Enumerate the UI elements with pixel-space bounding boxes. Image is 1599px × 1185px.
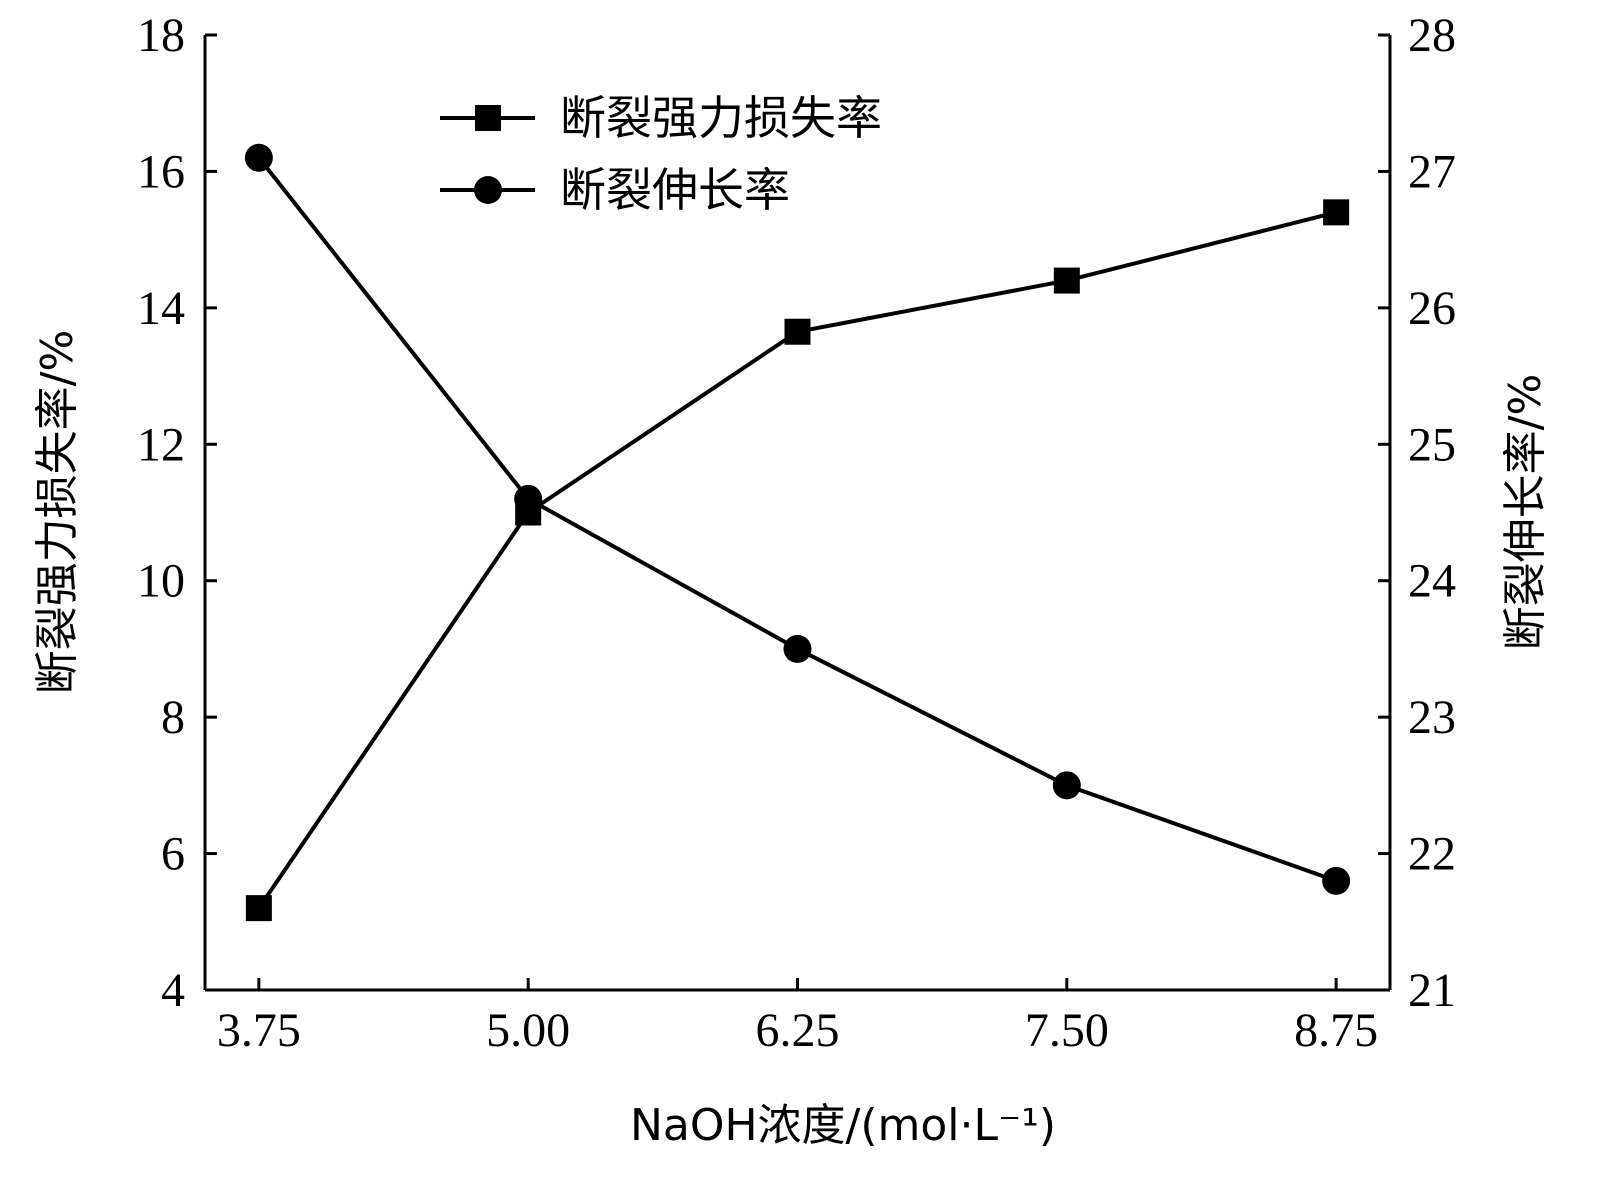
series-layer xyxy=(244,143,1351,922)
legend: 断裂强力损失率 断裂伸长率 xyxy=(440,91,882,217)
right-y-tick-label: 24 xyxy=(1408,555,1456,608)
right-y-axis-ticks: 21 22 23 24 25 26 27 28 xyxy=(1378,9,1456,1017)
right-y-tick-label: 27 xyxy=(1408,145,1456,198)
circle-data-point xyxy=(1052,771,1081,800)
right-y-tick-label: 25 xyxy=(1408,418,1456,471)
plot-frame xyxy=(203,35,1392,992)
left-y-tick-label: 8 xyxy=(161,691,185,744)
x-axis-title: NaOH浓度/(mol·L⁻¹) xyxy=(630,1100,1056,1151)
right-y-tick-label: 22 xyxy=(1408,828,1456,881)
series-line-0 xyxy=(257,210,1337,910)
left-y-tick-label: 10 xyxy=(137,555,185,608)
right-y-tick-label: 28 xyxy=(1408,9,1456,62)
right-y-tick-label: 23 xyxy=(1408,691,1456,744)
square-data-point xyxy=(1053,267,1080,294)
legend-circle-marker xyxy=(474,176,502,204)
left-y-tick-label: 6 xyxy=(161,828,185,881)
legend-square-marker xyxy=(475,105,501,131)
square-data-point xyxy=(245,895,272,922)
x-tick-label: 5.00 xyxy=(486,1004,570,1057)
series-line-1 xyxy=(257,156,1337,883)
circle-data-point xyxy=(244,143,273,172)
square-data-point xyxy=(784,318,811,345)
x-tick-label: 8.75 xyxy=(1294,1004,1378,1057)
right-y-axis-title: 断裂伸长率/% xyxy=(1500,374,1551,651)
left-y-axis-ticks: 4 6 8 10 12 14 16 18 xyxy=(137,9,217,1017)
circle-data-point xyxy=(514,484,543,513)
right-y-tick-label: 21 xyxy=(1408,964,1456,1017)
right-y-tick-label: 26 xyxy=(1408,282,1456,335)
circle-data-point xyxy=(783,634,812,663)
left-y-tick-label: 12 xyxy=(137,418,185,471)
x-tick-label: 3.75 xyxy=(217,1004,301,1057)
x-axis-ticks: 3.75 5.00 6.25 7.50 8.75 xyxy=(217,978,1378,1057)
square-data-point xyxy=(1323,199,1350,226)
left-y-tick-label: 4 xyxy=(161,964,185,1017)
x-tick-label: 7.50 xyxy=(1025,1004,1109,1057)
circle-data-point xyxy=(1322,866,1351,895)
legend-label-strength-loss: 断裂强力损失率 xyxy=(560,91,882,145)
left-y-tick-label: 18 xyxy=(137,9,185,62)
left-y-tick-label: 16 xyxy=(137,145,185,198)
left-y-tick-label: 14 xyxy=(137,282,185,335)
x-tick-label: 6.25 xyxy=(756,1004,840,1057)
left-y-axis-title: 断裂强力损失率/% xyxy=(32,330,83,695)
legend-label-elongation: 断裂伸长率 xyxy=(560,163,790,217)
